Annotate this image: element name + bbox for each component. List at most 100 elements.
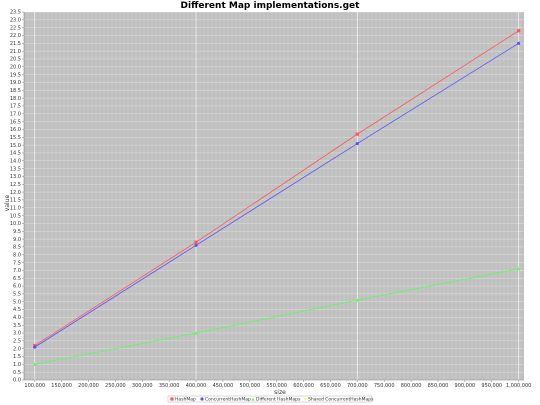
y-tick-label: 1.5 [13, 354, 21, 360]
x-tick-label: 750,000 [374, 383, 395, 389]
x-axis-title: size [274, 389, 286, 396]
legend-marker [200, 397, 204, 401]
x-tick-label: 700,000 [347, 383, 368, 389]
x-tick-label: 850,000 [428, 383, 449, 389]
y-tick-label: 21.0 [10, 49, 21, 55]
y-tick-label: 11.0 [10, 205, 21, 211]
y-tick-label: 9.5 [13, 229, 21, 235]
legend: HashMap ConcurrentHashMap Different HashMa… [167, 395, 374, 403]
x-tick-label: 100,000 [24, 383, 45, 389]
y-tick-label: 3.0 [13, 331, 21, 337]
y-tick-label: 23.0 [10, 18, 21, 24]
y-tick-label: 14.0 [10, 158, 21, 164]
y-tick-label: 20.0 [10, 65, 21, 71]
y-tick-label: 2.0 [13, 346, 21, 352]
legend-box [167, 395, 373, 403]
data-point [355, 132, 359, 136]
y-tick-label: 5.0 [13, 299, 21, 305]
y-tick-label: 22.5 [10, 25, 21, 31]
legend-label: Different HashMaps [256, 397, 301, 403]
data-point [355, 141, 359, 146]
x-tick-label: 250,000 [105, 383, 126, 389]
x-tick-label: 1,000,000 [506, 383, 531, 389]
x-tick-label: 300,000 [132, 383, 153, 389]
series-2 [33, 267, 521, 366]
series-1 [33, 41, 521, 349]
y-tick-label: 6.0 [13, 284, 21, 290]
legend-marker [303, 397, 307, 401]
y-tick-label: 12.0 [10, 190, 21, 196]
x-tick-label: 550,000 [266, 383, 287, 389]
data-point [33, 345, 37, 349]
y-tick-label: 1.0 [13, 362, 21, 368]
data-point [33, 362, 37, 366]
y-tick-label: 13.0 [10, 174, 21, 180]
data-point [194, 331, 198, 335]
x-tick-label: 350,000 [159, 383, 180, 389]
y-tick-label: 7.5 [13, 260, 21, 266]
y-tick-label: 20.5 [10, 57, 21, 63]
series-layer [33, 29, 521, 366]
y-tick-label: 23.5 [10, 10, 21, 16]
y-tick-label: 18.0 [10, 96, 21, 102]
x-tick-label: 900,000 [455, 383, 476, 389]
legend-label: Shared ConcurrentHashMaps [308, 397, 374, 403]
x-tick-label: 200,000 [78, 383, 99, 389]
y-tick-label: 0.5 [13, 370, 21, 376]
legend-marker [251, 397, 255, 401]
legend-label: ConcurrentHashMap [205, 397, 251, 403]
y-tick-label: 21.5 [10, 41, 21, 47]
y-tick-label: 18.5 [10, 88, 21, 94]
y-tick-label: 4.5 [13, 307, 21, 313]
y-axis: 0.0 0.5 1.0 1.5 2.02.5 3.0 3.5 4.0 4.5 5.05.5 6.0 6… [10, 10, 25, 384]
y-tick-label: 10.5 [10, 213, 21, 219]
y-tick-label: 5.5 [13, 292, 21, 298]
y-tick-label: 14.5 [10, 151, 21, 157]
series-line [34, 30, 519, 346]
x-tick-label: 450,000 [213, 383, 234, 389]
series-line [34, 42, 519, 348]
data-point [517, 29, 521, 33]
y-tick-label: 19.5 [10, 72, 21, 78]
y-tick-label: 16.5 [10, 119, 21, 125]
y-tick-label: 22.0 [10, 33, 21, 39]
chart-title: Different Map implementations.get [181, 1, 361, 11]
y-tick-label: 4.0 [13, 315, 21, 321]
data-point [194, 243, 198, 247]
y-tick-label: 17.5 [10, 104, 21, 110]
y-tick-label: 8.5 [13, 245, 21, 251]
y-tick-label: 15.5 [10, 135, 21, 141]
y-tick-label: 6.5 [13, 276, 21, 282]
x-tick-label: 950,000 [481, 383, 502, 389]
y-axis-title: value [4, 194, 11, 211]
y-tick-label: 13.5 [10, 166, 21, 172]
y-tick-label: 9.0 [13, 237, 21, 243]
x-tick-label: 500,000 [239, 383, 260, 389]
data-point [517, 41, 521, 45]
x-tick-label: 650,000 [320, 383, 341, 389]
y-tick-label: 16.0 [10, 127, 21, 133]
y-tick-label: 19.0 [10, 80, 21, 86]
series-line [34, 268, 519, 365]
y-tick-label: 15.0 [10, 143, 21, 149]
y-tick-label: 3.5 [13, 323, 21, 329]
y-tick-label: 17.0 [10, 111, 21, 117]
data-point [355, 298, 359, 302]
y-tick-label: 2.5 [13, 339, 21, 345]
x-tick-label: 400,000 [186, 383, 207, 389]
x-tick-label: 150,000 [51, 383, 72, 389]
y-tick-label: 0.0 [13, 378, 21, 384]
y-tick-label: 7.0 [13, 268, 21, 274]
data-point [517, 267, 521, 271]
y-tick-label: 11.5 [10, 198, 21, 204]
y-tick-label: 8.0 [13, 252, 21, 258]
x-axis: 100,000 150,000 200,000 250,000 300,000 350,0… [24, 379, 531, 389]
legend-label: HashMap [175, 397, 196, 403]
data-point [194, 240, 198, 244]
x-tick-label: 800,000 [401, 383, 422, 389]
y-tick-label: 12.5 [10, 182, 21, 188]
legend-marker [170, 397, 174, 401]
x-tick-label: 600,000 [293, 383, 314, 389]
y-tick-label: 10.0 [10, 221, 21, 227]
